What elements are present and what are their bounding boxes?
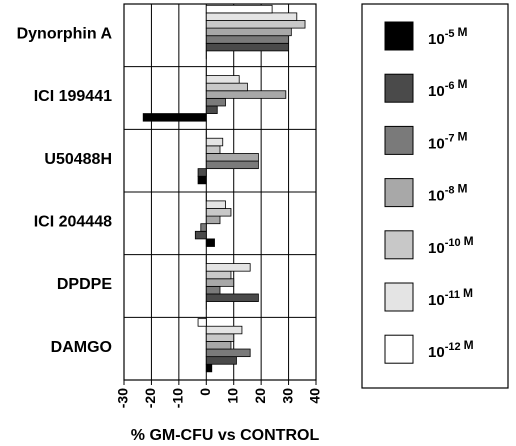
x-tick-label: -20	[142, 388, 158, 408]
bar	[205, 200, 226, 209]
legend-swatch	[384, 282, 414, 312]
x-tick-label: 30	[279, 388, 295, 404]
legend-label: 10-8 M	[428, 182, 467, 205]
legend-label: 10-6 M	[428, 77, 467, 100]
category-label: ICI 199441	[34, 88, 112, 105]
bar	[205, 20, 306, 29]
bar	[142, 113, 207, 122]
bar	[205, 75, 240, 84]
bar	[205, 27, 292, 37]
bar	[205, 160, 259, 170]
bar	[205, 153, 259, 162]
legend-swatch	[384, 178, 414, 208]
legend-label: 10-5 M	[428, 25, 467, 48]
bar	[205, 215, 221, 225]
bar	[205, 12, 298, 21]
bar	[205, 35, 289, 44]
category-label: DPDPE	[57, 276, 112, 293]
x-tick-label: -10	[170, 388, 186, 408]
x-axis: -30 -20 -10 0 10 20 30 40	[115, 380, 323, 408]
bar	[205, 82, 248, 92]
bar	[205, 42, 289, 52]
legend: 10-5 M 10-6 M 10-7 M 10-8 M 10-10 M 10-11 M 10-12 M	[361, 3, 509, 389]
legend-label: 10-7 M	[428, 129, 467, 152]
category-label: DAMGO	[51, 339, 112, 356]
legend-swatch	[384, 334, 414, 364]
bar	[205, 293, 259, 302]
x-tick-label: -30	[115, 388, 131, 408]
bar	[205, 137, 224, 147]
category-label: Dynorphin A	[17, 26, 113, 43]
bar	[197, 318, 207, 327]
bar	[205, 278, 235, 287]
bar	[205, 263, 251, 272]
bar	[205, 208, 232, 217]
bar	[205, 238, 215, 247]
bar	[205, 348, 251, 358]
bar	[205, 145, 221, 154]
legend-swatch	[384, 230, 414, 260]
legend-swatch	[384, 73, 414, 103]
bar	[205, 285, 221, 295]
bar	[205, 90, 287, 99]
x-tick-label: 40	[307, 388, 323, 404]
bar	[205, 105, 218, 114]
bar	[205, 341, 232, 350]
bar	[205, 363, 213, 373]
x-tick-label: 20	[252, 388, 268, 404]
x-axis-title: % GM-CFU vs CONTROL	[131, 427, 320, 444]
bar	[205, 97, 226, 107]
x-tick-label: 0	[197, 388, 213, 396]
legend-swatch	[384, 21, 414, 51]
bar	[197, 175, 207, 185]
legend-label: 10-10 M	[428, 234, 474, 257]
bar	[205, 356, 237, 365]
legend-label: 10-11 M	[428, 286, 473, 309]
category-label: ICI 204448	[34, 214, 112, 231]
legend-label: 10-12 M	[428, 338, 474, 361]
category-labels: Dynorphin A ICI 199441 U50488H ICI 204448 DP…	[17, 26, 113, 356]
bar	[194, 230, 207, 240]
bar	[205, 325, 243, 335]
category-label: U50488H	[44, 151, 112, 168]
bar	[197, 168, 207, 177]
plot-grid	[123, 3, 317, 381]
bar	[205, 4, 273, 14]
x-tick-label: 10	[224, 388, 240, 404]
bars	[142, 4, 306, 373]
bar	[205, 333, 235, 342]
bar	[200, 223, 207, 232]
legend-swatch	[384, 125, 414, 155]
bar	[205, 270, 232, 280]
